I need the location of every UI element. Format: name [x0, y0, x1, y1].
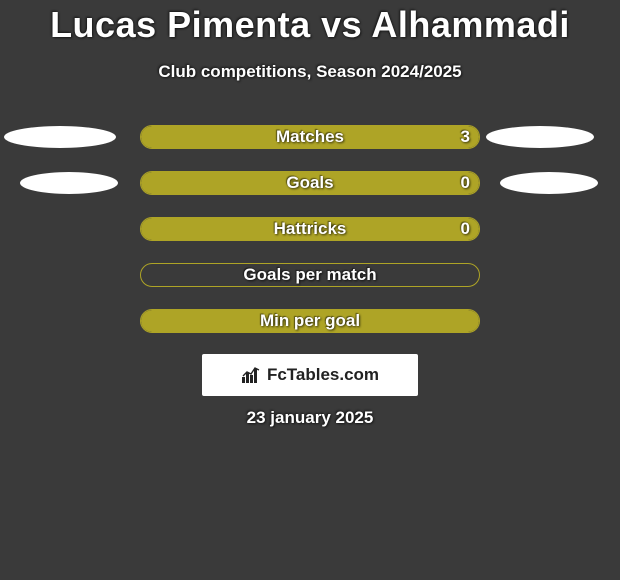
stat-row: Matches3: [0, 125, 620, 171]
stat-bar-fill: [141, 126, 479, 148]
attribution-badge[interactable]: FcTables.com: [202, 354, 418, 396]
stat-bar: [140, 171, 480, 195]
stat-bar: [140, 125, 480, 149]
stat-bar: [140, 309, 480, 333]
page-subtitle: Club competitions, Season 2024/2025: [0, 62, 620, 82]
oval-marker-right: [500, 172, 598, 194]
page-title: Lucas Pimenta vs Alhammadi: [0, 4, 620, 46]
stat-bar-fill: [141, 218, 479, 240]
stat-value-right: 3: [461, 125, 470, 149]
date-label: 23 january 2025: [0, 408, 620, 428]
stat-row: Goals per match: [0, 263, 620, 309]
bar-chart-icon: [241, 365, 261, 385]
oval-marker-right: [486, 126, 594, 148]
stat-bar-fill: [141, 172, 479, 194]
stat-row: Goals0: [0, 171, 620, 217]
stat-value-right: 0: [461, 171, 470, 195]
stat-row: Hattricks0: [0, 217, 620, 263]
stat-value-right: 0: [461, 217, 470, 241]
attribution-text: FcTables.com: [267, 365, 379, 385]
infographic-canvas: Lucas Pimenta vs Alhammadi Club competit…: [0, 0, 620, 580]
stat-row: Min per goal: [0, 309, 620, 355]
oval-marker-left: [20, 172, 118, 194]
stat-bar: [140, 217, 480, 241]
stat-bar-fill: [141, 310, 479, 332]
stat-rows: Matches3Goals0Hattricks0Goals per matchM…: [0, 125, 620, 355]
oval-marker-left: [4, 126, 116, 148]
stat-bar: [140, 263, 480, 287]
